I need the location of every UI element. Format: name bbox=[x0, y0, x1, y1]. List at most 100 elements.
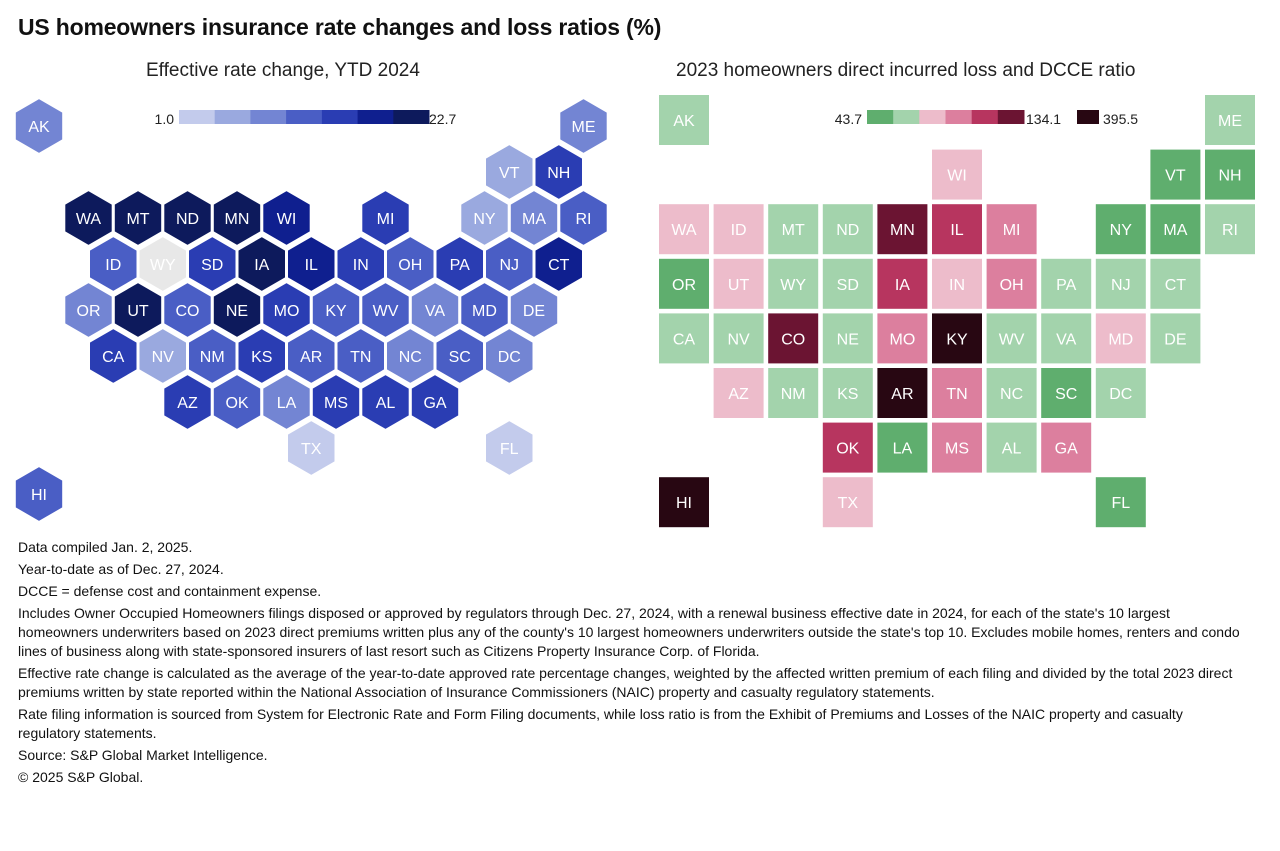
hex-ar: AR bbox=[286, 326, 337, 386]
cell-label: TX bbox=[838, 495, 859, 512]
cell-label: OR bbox=[672, 277, 696, 294]
cell-ny: NY bbox=[1095, 204, 1146, 255]
cell-id: ID bbox=[713, 204, 764, 255]
hex-label: SC bbox=[449, 349, 471, 366]
hex-ky: KY bbox=[310, 280, 362, 340]
cell-ct: CT bbox=[1150, 258, 1201, 309]
loss-ratio-legend: 43.7 134.1 395.5 bbox=[835, 110, 1138, 127]
hex-label: WA bbox=[76, 211, 102, 228]
hex-de: DE bbox=[508, 280, 560, 340]
cell-ok: OK bbox=[822, 422, 873, 473]
cell-sd: SD bbox=[822, 258, 873, 309]
ratio-legend-swatch bbox=[893, 110, 920, 124]
hex-label: NE bbox=[226, 303, 248, 320]
cell-nh: NH bbox=[1205, 149, 1255, 200]
hex-id: ID bbox=[88, 234, 139, 294]
rate-legend-swatch bbox=[250, 110, 287, 124]
hex-label: TX bbox=[301, 441, 322, 458]
hex-label: NM bbox=[200, 349, 225, 366]
hex-label: MD bbox=[472, 303, 497, 320]
cell-wy: WY bbox=[768, 258, 819, 309]
hex-md: MD bbox=[459, 280, 510, 340]
hex-la: LA bbox=[261, 372, 312, 432]
cell-fl: FL bbox=[1095, 477, 1146, 528]
hex-label: MN bbox=[225, 211, 250, 228]
hex-ks: KS bbox=[236, 326, 287, 386]
hex-wa: WA bbox=[63, 188, 114, 248]
rate-legend-swatch bbox=[357, 110, 394, 124]
hex-label: VT bbox=[499, 165, 520, 182]
left-map-subtitle: Effective rate change, YTD 2024 bbox=[146, 60, 420, 81]
cell-label: AK bbox=[673, 113, 695, 130]
hex-nh: NH bbox=[533, 142, 584, 202]
cell-label: NY bbox=[1110, 222, 1133, 239]
hex-ms: MS bbox=[310, 372, 362, 432]
ratio-legend-swatch bbox=[971, 110, 999, 124]
rate-legend-swatch bbox=[179, 110, 216, 124]
hex-mo: MO bbox=[261, 280, 312, 340]
cell-label: MA bbox=[1163, 222, 1187, 239]
cell-label: CT bbox=[1165, 277, 1187, 294]
hex-label: NC bbox=[399, 349, 422, 366]
hex-dc: DC bbox=[484, 326, 535, 386]
hex-wv: WV bbox=[360, 280, 411, 340]
hex-label: KY bbox=[325, 303, 347, 320]
rate-legend-min-label: 1.0 bbox=[155, 111, 175, 127]
cell-ia: IA bbox=[877, 258, 928, 309]
cell-label: WV bbox=[999, 331, 1025, 348]
ratio-legend-swatch bbox=[997, 110, 1025, 124]
cell-label: VT bbox=[1165, 168, 1186, 185]
footnotes: Data compiled Jan. 2, 2025. Year-to-date… bbox=[18, 538, 1248, 790]
hex-label: MA bbox=[522, 211, 546, 228]
hex-label: GA bbox=[423, 395, 446, 412]
hex-il: IL bbox=[286, 234, 337, 294]
hex-label: AR bbox=[300, 349, 322, 366]
hex-nm: NM bbox=[187, 326, 238, 386]
cell-label: SC bbox=[1055, 386, 1077, 403]
ratio-legend-extreme-swatch bbox=[1077, 110, 1099, 124]
hex-label: NH bbox=[547, 165, 570, 182]
hex-ia: IA bbox=[236, 234, 287, 294]
note-sources-info: Rate filing information is sourced from … bbox=[18, 706, 1183, 741]
cell-label: NM bbox=[781, 386, 806, 403]
cell-hi: HI bbox=[659, 477, 709, 528]
cell-label: NE bbox=[837, 331, 859, 348]
cell-label: FL bbox=[1111, 495, 1130, 512]
cell-dc: DC bbox=[1095, 368, 1146, 418]
cell-ri: RI bbox=[1205, 204, 1255, 255]
cell-label: IA bbox=[895, 277, 910, 294]
ratio-legend-min-label: 43.7 bbox=[835, 111, 862, 127]
hex-label: KS bbox=[251, 349, 272, 366]
cell-md: MD bbox=[1095, 313, 1146, 364]
rate-legend-swatch bbox=[321, 110, 359, 124]
note-dcce: DCCE = defense cost and containment expe… bbox=[18, 583, 322, 599]
cell-label: OK bbox=[836, 441, 859, 458]
cell-nj: NJ bbox=[1095, 258, 1146, 309]
hex-ny: NY bbox=[459, 188, 510, 248]
note-ytd: Year-to-date as of Dec. 27, 2024. bbox=[18, 561, 224, 577]
cell-label: VA bbox=[1056, 331, 1076, 348]
cell-label: WA bbox=[671, 222, 697, 239]
hex-label: DC bbox=[498, 349, 521, 366]
ratio-legend-swatch bbox=[945, 110, 973, 124]
hex-or: OR bbox=[63, 280, 114, 340]
hex-ca: CA bbox=[88, 326, 139, 386]
cell-label: AZ bbox=[728, 386, 749, 403]
hex-label: IL bbox=[305, 257, 318, 274]
hex-label: MO bbox=[274, 303, 300, 320]
hex-nv: NV bbox=[137, 326, 188, 386]
hex-label: OH bbox=[398, 257, 422, 274]
loss-ratio-grid-map: AK ME WI VT NH WA ID MT ND MN IL MI NY MA RI OR UT WY SD IA… bbox=[659, 95, 1255, 528]
cell-ks: KS bbox=[822, 368, 873, 418]
hex-tn: TN bbox=[335, 326, 386, 386]
hex-label: RI bbox=[576, 211, 592, 228]
ratio-legend-max-label: 395.5 bbox=[1103, 111, 1138, 127]
hex-label: WV bbox=[373, 303, 399, 320]
hex-co: CO bbox=[162, 280, 213, 340]
hex-ri: RI bbox=[558, 188, 609, 248]
ratio-legend-mid-label: 134.1 bbox=[1026, 111, 1061, 127]
right-map-subtitle: 2023 homeowners direct incurred loss and… bbox=[676, 60, 1136, 81]
cell-ga: GA bbox=[1041, 422, 1092, 473]
hex-mt: MT bbox=[112, 188, 164, 248]
hex-mn: MN bbox=[211, 188, 263, 248]
